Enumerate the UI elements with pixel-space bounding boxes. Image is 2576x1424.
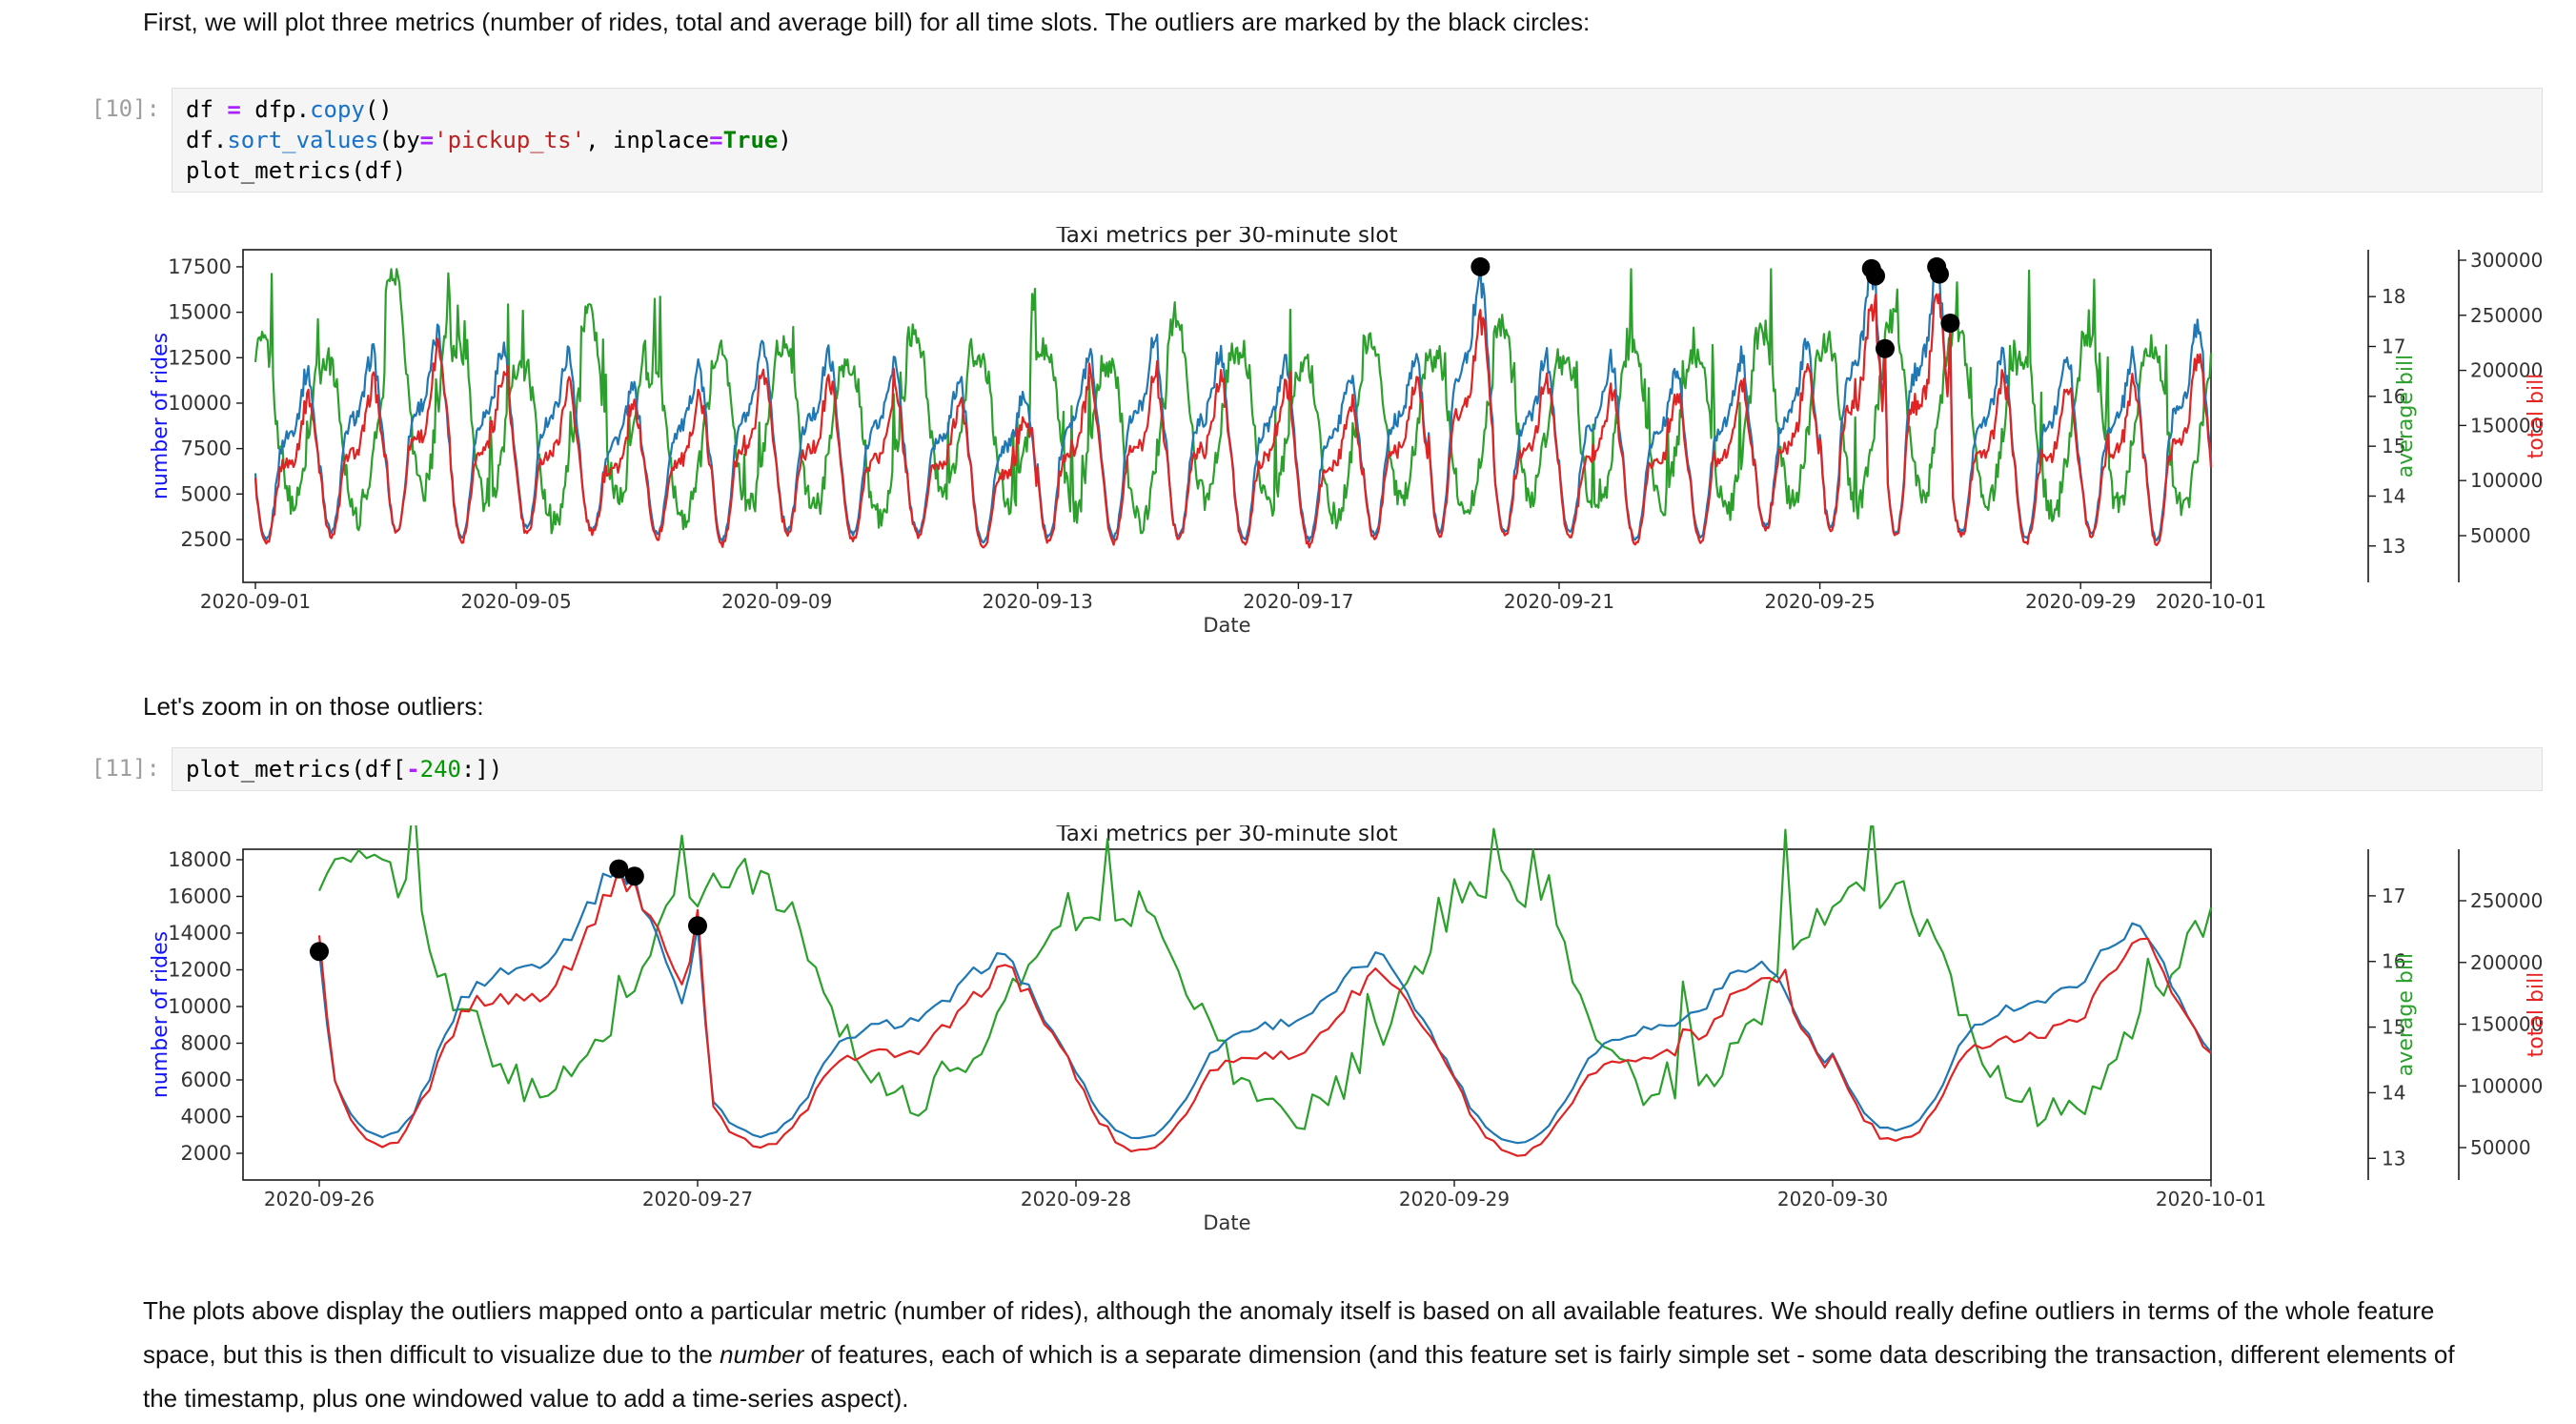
svg-text:2020-09-30: 2020-09-30 xyxy=(1777,1188,1888,1210)
outro-text-before: The plots above display the outliers map… xyxy=(143,1296,2435,1369)
svg-text:250000: 250000 xyxy=(2470,889,2543,912)
svg-text:total bill: total bill xyxy=(2525,972,2548,1058)
svg-text:2500: 2500 xyxy=(181,528,232,551)
svg-text:Date: Date xyxy=(1203,1211,1250,1234)
svg-text:average bill: average bill xyxy=(2394,355,2418,478)
svg-text:number of rides: number of rides xyxy=(149,333,172,499)
svg-text:18000: 18000 xyxy=(168,848,232,871)
svg-text:16: 16 xyxy=(2382,950,2405,973)
svg-text:14: 14 xyxy=(2382,484,2405,507)
svg-text:5000: 5000 xyxy=(181,482,232,505)
svg-text:300000: 300000 xyxy=(2470,249,2543,272)
svg-text:200000: 200000 xyxy=(2470,951,2543,974)
svg-text:2020-09-05: 2020-09-05 xyxy=(460,590,571,613)
svg-text:2020-09-21: 2020-09-21 xyxy=(1504,590,1614,613)
svg-text:13: 13 xyxy=(2382,535,2405,558)
svg-text:2020-09-29: 2020-09-29 xyxy=(1399,1188,1510,1210)
markdown-intro: First, we will plot three metrics (numbe… xyxy=(143,8,1591,36)
cell-prompt-11: [11]: xyxy=(91,755,160,782)
svg-text:average bill: average bill xyxy=(2394,953,2418,1076)
svg-text:250000: 250000 xyxy=(2470,304,2543,327)
svg-text:2020-09-27: 2020-09-27 xyxy=(642,1188,753,1210)
figure-taxi-metrics-all: Taxi metrics per 30-minute slot 17500 1500… xyxy=(133,227,2573,651)
code-input-10[interactable]: df = dfp.copy() df.sort_values(by='pickup… xyxy=(186,96,792,184)
svg-text:15: 15 xyxy=(2382,435,2405,458)
svg-text:2020-09-29: 2020-09-29 xyxy=(2025,590,2136,613)
svg-text:15000: 15000 xyxy=(168,301,232,324)
svg-text:14000: 14000 xyxy=(168,922,232,945)
figure-taxi-metrics-zoom: Taxi metrics per 30-minute slot 18000 1600… xyxy=(133,825,2573,1250)
svg-text:Taxi metrics per 30-minute slo: Taxi metrics per 30-minute slot xyxy=(1056,227,1398,248)
svg-text:18: 18 xyxy=(2382,285,2405,308)
svg-text:17500: 17500 xyxy=(168,255,232,278)
svg-text:2020-09-13: 2020-09-13 xyxy=(983,590,1093,613)
svg-text:2020-10-01: 2020-10-01 xyxy=(2156,1188,2266,1210)
svg-text:200000: 200000 xyxy=(2470,359,2543,382)
svg-text:number of rides: number of rides xyxy=(149,931,172,1098)
svg-text:7500: 7500 xyxy=(181,437,232,460)
svg-text:16: 16 xyxy=(2382,385,2405,408)
svg-text:50000: 50000 xyxy=(2470,524,2531,547)
svg-text:15: 15 xyxy=(2382,1016,2405,1039)
svg-text:2020-09-25: 2020-09-25 xyxy=(1764,590,1875,613)
cell-prompt-10: [10]: xyxy=(91,95,160,122)
svg-text:17: 17 xyxy=(2382,885,2405,907)
svg-text:2020-09-09: 2020-09-09 xyxy=(721,590,832,613)
svg-text:10000: 10000 xyxy=(168,392,232,415)
svg-text:2020-09-28: 2020-09-28 xyxy=(1021,1188,1131,1210)
markdown-lets-zoom: Let's zoom in on those outliers: xyxy=(143,692,484,721)
markdown-outro: The plots above display the outliers map… xyxy=(143,1289,2473,1420)
svg-text:17: 17 xyxy=(2382,336,2405,358)
svg-text:2020-09-01: 2020-09-01 xyxy=(200,590,311,613)
svg-text:16000: 16000 xyxy=(168,885,232,907)
svg-text:4000: 4000 xyxy=(181,1105,232,1128)
svg-text:Taxi metrics per 30-minute slo: Taxi metrics per 30-minute slot xyxy=(1056,825,1398,846)
svg-text:2020-10-01: 2020-10-01 xyxy=(2156,590,2266,613)
svg-text:Date: Date xyxy=(1203,614,1250,637)
svg-text:150000: 150000 xyxy=(2470,414,2543,437)
svg-text:2000: 2000 xyxy=(181,1142,232,1165)
svg-text:150000: 150000 xyxy=(2470,1013,2543,1036)
outro-text-after: of features, each of which is a separate… xyxy=(143,1340,2455,1413)
svg-text:10000: 10000 xyxy=(168,995,232,1018)
code-cell-11[interactable]: plot_metrics(df[-240:]) xyxy=(172,747,2543,791)
svg-text:2020-09-26: 2020-09-26 xyxy=(264,1188,375,1210)
svg-text:total bill: total bill xyxy=(2525,374,2548,459)
svg-text:12000: 12000 xyxy=(168,958,232,981)
outro-text-italic: number xyxy=(720,1340,804,1369)
svg-text:8000: 8000 xyxy=(181,1031,232,1054)
svg-text:50000: 50000 xyxy=(2470,1136,2531,1159)
svg-text:13: 13 xyxy=(2382,1147,2405,1170)
svg-text:14: 14 xyxy=(2382,1081,2405,1104)
code-cell-10[interactable]: df = dfp.copy() df.sort_values(by='pickup… xyxy=(172,88,2543,193)
svg-text:12500: 12500 xyxy=(168,346,232,369)
svg-text:2020-09-17: 2020-09-17 xyxy=(1243,590,1353,613)
code-input-11[interactable]: plot_metrics(df[-240:]) xyxy=(186,756,503,783)
svg-text:100000: 100000 xyxy=(2470,1074,2543,1097)
svg-text:6000: 6000 xyxy=(181,1068,232,1091)
svg-text:100000: 100000 xyxy=(2470,469,2543,492)
